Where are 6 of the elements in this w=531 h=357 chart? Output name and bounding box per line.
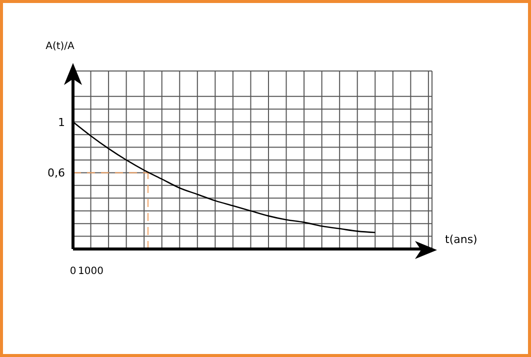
y-tick-label: 0,6 <box>48 166 65 180</box>
x-axis-title: t(ans) <box>445 233 478 246</box>
x-tick-label: 1000 <box>78 266 104 278</box>
x-tick-label: 0 <box>70 266 76 278</box>
y-axis-title: A(t)/A <box>46 41 75 52</box>
y-tick-label: 1 <box>58 116 65 129</box>
